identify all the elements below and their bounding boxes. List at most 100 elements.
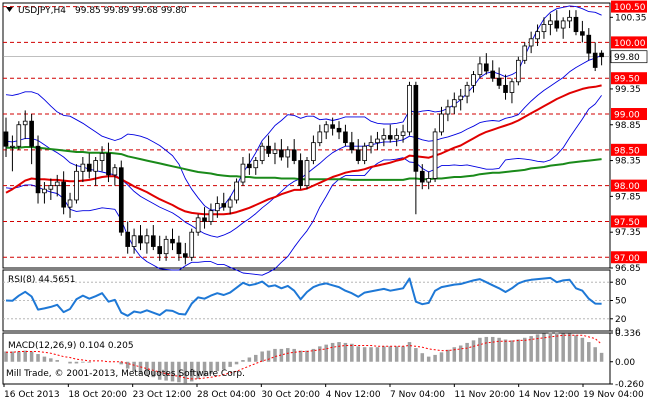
x-tick-label: 11 Nov 20:00: [454, 390, 515, 400]
candle-body: [554, 20, 560, 29]
candle-body: [266, 145, 271, 154]
candle-body: [202, 217, 207, 222]
bollinger-lower: [5, 95, 602, 276]
candle-body: [234, 181, 239, 201]
x-tick-label: 18 Oct 20:00: [68, 390, 127, 400]
candle-body: [381, 135, 387, 140]
level-label: 97.50: [614, 218, 640, 228]
candle-body: [279, 149, 284, 158]
candle-body: [483, 63, 489, 72]
candle-body: [535, 31, 540, 40]
x-tick-label: 7 Nov 04:00: [390, 390, 445, 400]
candle-body: [490, 70, 496, 79]
candle-body: [311, 142, 316, 161]
level-label: 97.00: [614, 254, 640, 264]
symbol-header: USDJPY,H4: [18, 6, 66, 16]
candle-body: [368, 142, 374, 147]
x-tick-label: 30 Oct 20:00: [261, 390, 320, 400]
candle-body: [67, 199, 73, 208]
x-tick-label: 16 Oct 2013: [4, 390, 60, 400]
candle-body: [150, 235, 156, 247]
candle-body: [592, 52, 598, 68]
rsi-panel: 80 50 20 0: [3, 276, 627, 337]
level-label: 100.00: [614, 39, 646, 49]
candle-body: [343, 131, 348, 144]
candle-body: [93, 160, 98, 172]
level-label-bg: [611, 0, 647, 13]
ohlc-header: 99.85 99.89 99.68 99.80: [75, 6, 187, 16]
rsi-frame: [2, 269, 611, 332]
candle-body: [163, 238, 169, 255]
level-label-bg: [611, 108, 647, 121]
candle-body: [80, 163, 86, 172]
candle-body: [240, 163, 246, 183]
candle-body: [253, 160, 259, 169]
candle-body: [528, 38, 534, 47]
candle-body: [291, 149, 297, 161]
candle-body: [144, 235, 150, 244]
candle-body: [195, 217, 201, 233]
y-tick-label: 100.35: [615, 13, 647, 23]
candle-body: [375, 138, 380, 144]
candle-body: [355, 149, 361, 161]
candle-body: [451, 99, 457, 108]
candle-body: [432, 131, 438, 179]
candle-body: [349, 142, 355, 151]
level-label: 98.00: [614, 182, 640, 192]
candle-body: [74, 170, 79, 201]
candle-body: [259, 145, 265, 161]
candle-body: [189, 231, 195, 258]
candle-body: [522, 45, 528, 61]
candle-body: [106, 153, 111, 176]
candle-body: [419, 170, 425, 183]
macd-frame: [2, 332, 611, 385]
level-label-bg: [611, 251, 647, 264]
candle-body: [272, 149, 278, 154]
level-label: 99.50: [614, 75, 640, 85]
candle-body: [125, 231, 131, 247]
y-tick-label: 98.85: [615, 121, 641, 131]
candle-body: [509, 81, 515, 93]
candle-body: [464, 84, 470, 97]
level-label-bg: [611, 179, 647, 192]
copyright-text: Mill Trade, © 2001-2013, MetaQuotes Soft…: [6, 369, 245, 379]
rsi-tick-label: 80: [615, 278, 627, 288]
candle-body: [496, 77, 502, 86]
price-panel: 100.50100.0099.5099.0098.5098.0097.5097.…: [3, 0, 648, 276]
level-label: 99.00: [614, 111, 640, 121]
candle-body: [323, 124, 329, 133]
candle-body: [22, 120, 28, 126]
candle-body: [330, 124, 335, 129]
moving-average-fast: [5, 84, 602, 216]
candle-body: [458, 95, 464, 101]
macd-tick-label: 0.336: [615, 329, 641, 339]
candle-body: [387, 135, 393, 140]
candle-body: [157, 246, 163, 255]
candle-body: [413, 84, 419, 172]
candle-body: [138, 235, 143, 244]
candle-body: [35, 145, 41, 194]
y-tick-label: 97.85: [615, 192, 641, 202]
candle-body: [573, 16, 579, 33]
bollinger-middle: [5, 54, 602, 238]
macd-panel: 0.336 0.00 -0.260 16 Oct 2013 18 Oct 20:00 23…: [3, 329, 644, 400]
candle-body: [439, 113, 444, 133]
y-tick-label: 97.35: [615, 228, 641, 238]
candle-body: [567, 16, 572, 22]
rsi-tick-label: 50: [615, 297, 627, 307]
candle-body: [471, 74, 476, 86]
candle-body: [298, 160, 303, 187]
candle-body: [407, 84, 412, 133]
candle-body: [112, 167, 118, 176]
y-tick-label: 99.35: [615, 85, 641, 95]
level-label: 100.50: [614, 3, 646, 13]
price-frame: [2, 2, 611, 269]
level-label-bg: [611, 143, 647, 156]
candle-body: [16, 124, 22, 147]
y-tick-label: 96.85: [615, 264, 641, 274]
candle-body: [227, 199, 233, 208]
x-tick-label: 4 Nov 12:00: [326, 390, 381, 400]
candle-body: [170, 238, 175, 244]
y-tick-label: 98.35: [615, 157, 641, 167]
candle-body: [503, 84, 508, 93]
